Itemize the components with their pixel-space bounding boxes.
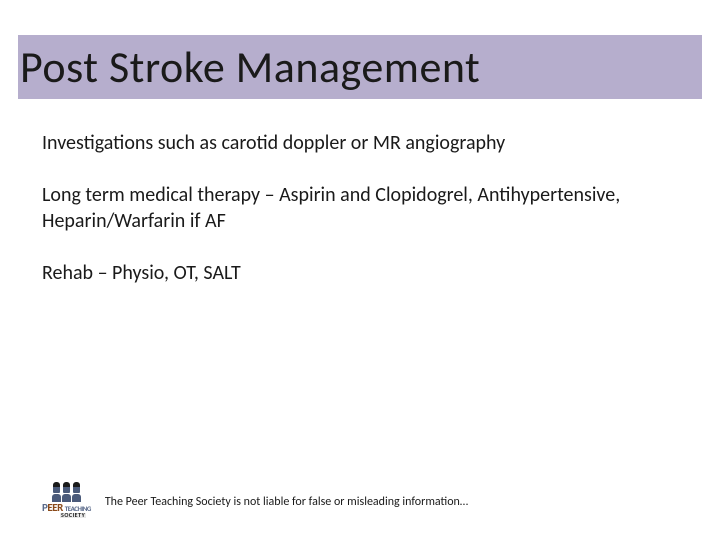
- logo-text: PEERTEACHING SOCIETY: [42, 503, 91, 518]
- title-bar: Post Stroke Management: [18, 35, 702, 99]
- logo-line2: SOCIETY: [60, 513, 86, 518]
- content-area: Investigations such as carotid doppler o…: [42, 130, 660, 312]
- slide-title: Post Stroke Management: [20, 40, 480, 94]
- paragraph-1: Investigations such as carotid doppler o…: [42, 130, 660, 156]
- paragraph-2: Long term medical therapy – Aspirin and …: [42, 182, 660, 234]
- paragraph-3: Rehab – Physio, OT, SALT: [42, 260, 660, 286]
- footer: PEERTEACHING SOCIETY The Peer Teaching S…: [42, 486, 680, 518]
- disclaimer-text: The Peer Teaching Society is not liable …: [105, 495, 468, 509]
- peer-teaching-logo: PEERTEACHING SOCIETY: [42, 486, 91, 518]
- logo-figures-icon: [52, 486, 81, 502]
